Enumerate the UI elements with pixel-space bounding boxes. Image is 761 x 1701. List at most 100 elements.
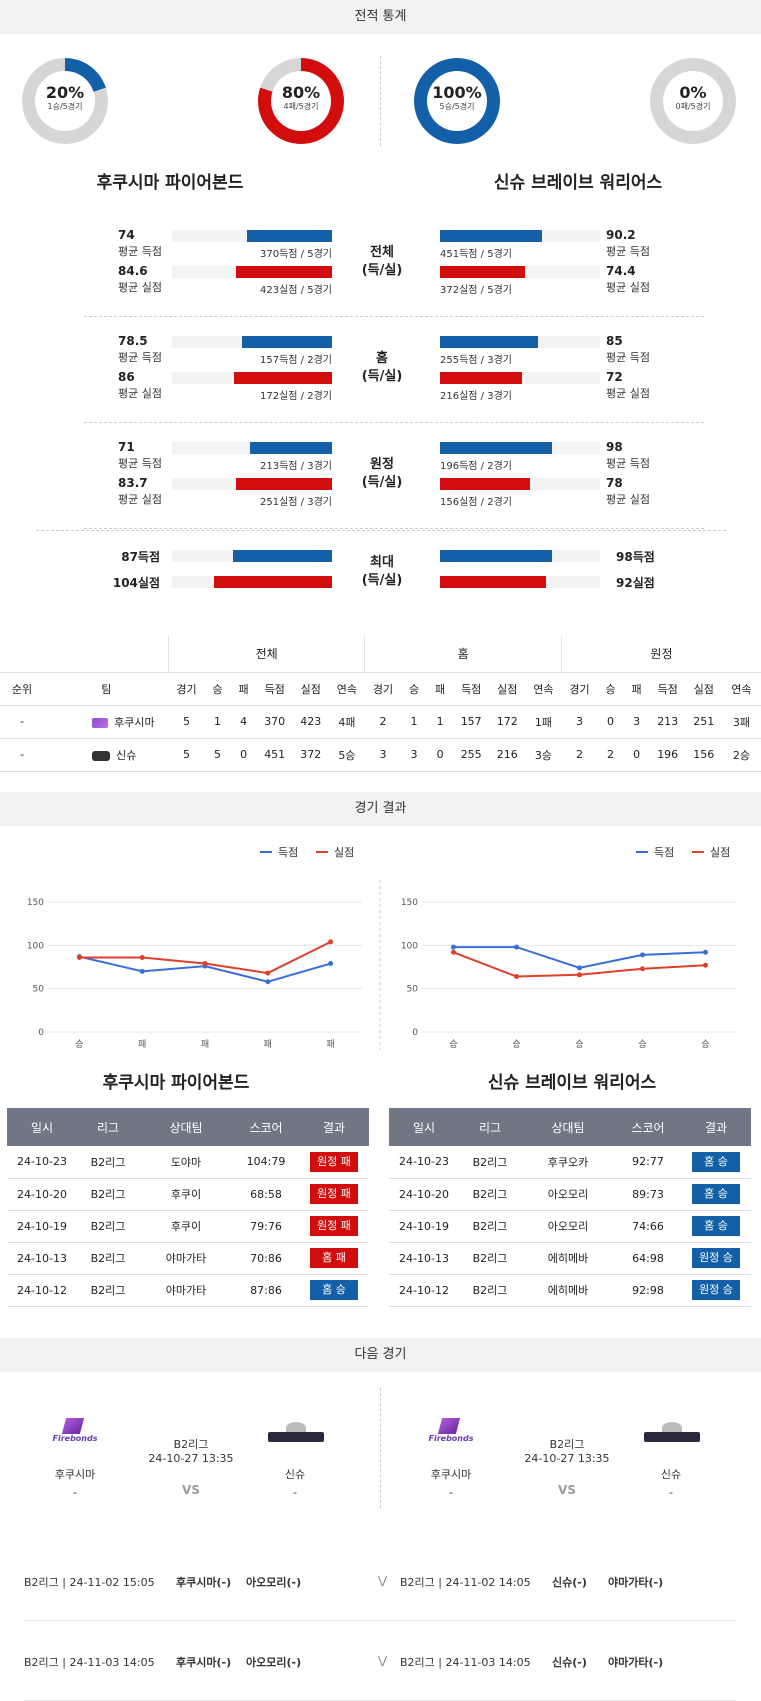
stat-bar-right — [440, 372, 522, 384]
standings-header: 패 — [427, 672, 454, 706]
results-cell: 87:86 — [233, 1274, 299, 1307]
results-cell: 도야마 — [139, 1146, 233, 1179]
results-cell: 24-10-23 — [389, 1146, 459, 1179]
donut-percent: 100% — [432, 83, 482, 102]
data-point — [640, 952, 645, 958]
standings-header: 실점 — [489, 672, 526, 706]
standings-header: 패 — [230, 672, 257, 706]
result-badge: 원정 패 — [310, 1184, 358, 1204]
max-value-left: 87득점 — [121, 550, 160, 564]
result-badge: 원정 승 — [692, 1280, 740, 1300]
data-point — [514, 974, 519, 980]
results-cell: 야마가타 — [139, 1274, 233, 1307]
standings-header: 득점 — [649, 672, 686, 706]
results-cell: B2리그 — [77, 1178, 139, 1211]
next-away-rank: - — [293, 1486, 297, 1499]
results-header: 결과 — [681, 1108, 751, 1146]
legend-label: 득점 — [278, 846, 298, 859]
win-rate-donut: 20% 1승/5경기 — [22, 58, 108, 144]
results-cell: 24-10-12 — [7, 1274, 77, 1307]
results-row: 24-10-13 B2리그 에히메바 64:98 원정 승 — [389, 1242, 751, 1275]
data-point — [76, 954, 82, 960]
results-header: 상대팀 — [139, 1108, 233, 1146]
standings-header: 연속 — [328, 672, 365, 706]
standings-cell: 0 — [230, 738, 257, 772]
upcoming-opp: 야마가타(-) — [608, 1656, 664, 1669]
standings-table: 전체 홈 원정 순위 팀 경기 승 패 득점 실점 연속 경기 승 패 득점 실점 연속 경기 승 패 득점 실점 연속 - 후… — [0, 636, 761, 772]
data-point — [139, 968, 145, 974]
donut-percent: 80% — [281, 83, 321, 102]
results-cell: 24-10-20 — [389, 1178, 459, 1211]
x-tick-label: 패 — [264, 1039, 272, 1050]
x-tick-label: 패 — [326, 1039, 334, 1050]
results-row: 24-10-19 B2리그 후쿠이 79:76 원정 패 — [7, 1210, 369, 1243]
results-header: 결과 — [299, 1108, 369, 1146]
x-tick-label: 승 — [449, 1039, 457, 1050]
stat-label-left: 평균 득점 — [118, 457, 162, 470]
stat-value-left: 78.5 — [118, 334, 148, 348]
data-point — [328, 939, 334, 945]
donut-sub: 4패/5경기 — [283, 102, 319, 111]
stat-bar-text-right: 451득점 / 5경기 — [440, 249, 512, 260]
home-team-logo: Firebonds — [50, 1418, 100, 1450]
stat-bar-text-right: 196득점 / 2경기 — [440, 461, 512, 472]
standings-cell: 4 — [230, 705, 257, 739]
stat-value-right: 85 — [606, 334, 623, 348]
results-row: 24-10-12 B2리그 에히메바 92:98 원정 승 — [389, 1274, 751, 1307]
stat-bar-text-left: 423실점 / 5경기 — [260, 285, 332, 296]
y-tick-label: 100 — [401, 941, 418, 951]
results-cell: 24-10-20 — [7, 1178, 77, 1211]
result-badge: 홈 승 — [692, 1216, 740, 1236]
upcoming-info: B2리그 | 24-11-03 14:05 — [400, 1656, 531, 1669]
stat-bar-text-left: 157득점 / 2경기 — [260, 355, 332, 366]
standings-cell: 3 — [623, 705, 650, 739]
data-point — [577, 965, 582, 971]
standings-cell: 2 — [364, 705, 402, 739]
x-tick-label: 승 — [701, 1039, 709, 1050]
results-row: 24-10-23 B2리그 후쿠오카 92:77 홈 승 — [389, 1146, 751, 1179]
y-tick-label: 50 — [407, 985, 419, 995]
standings-cell: - — [0, 738, 45, 772]
standings-header: 승 — [597, 672, 624, 706]
standings-cell: 1패 — [525, 705, 562, 739]
standings-header: 승 — [401, 672, 428, 706]
results-header: 스코어 — [615, 1108, 681, 1146]
divider — [84, 422, 704, 423]
standings-header: 실점 — [685, 672, 722, 706]
results-header: 리그 — [459, 1108, 521, 1146]
standings-cell: 3승 — [525, 738, 562, 772]
results-row: 24-10-20 B2리그 후쿠이 68:58 원정 패 — [7, 1178, 369, 1211]
standings-cell: 216 — [489, 738, 526, 772]
stat-label-right: 평균 득점 — [606, 457, 650, 470]
y-tick-label: 0 — [412, 1028, 418, 1038]
max-bar-left — [214, 576, 332, 588]
stat-category: 홈 (득/실) — [361, 351, 403, 384]
y-tick-label: 50 — [33, 985, 45, 995]
stat-value-right: 90.2 — [606, 228, 636, 242]
data-point — [202, 961, 208, 967]
stat-category: 전체 (득/실) — [361, 245, 403, 278]
standings-team: 후쿠시마 — [114, 715, 155, 729]
standings-cell: 423 — [292, 705, 329, 739]
results-cell: 야마가타 — [139, 1242, 233, 1275]
standings-cell: 1 — [427, 705, 454, 739]
max-value-right: 98득점 — [616, 550, 655, 564]
stat-bar-text-right: 372실점 / 5경기 — [440, 285, 512, 296]
data-point — [703, 949, 708, 955]
results-row: 24-10-23 B2리그 도야마 104:79 원정 패 — [7, 1146, 369, 1179]
standings-header: 연속 — [721, 672, 761, 706]
next-away-name: 신슈 — [284, 1468, 306, 1481]
max-value-left: 104실점 — [112, 576, 160, 590]
legend-label: 득점 — [654, 846, 674, 859]
upcoming-info: B2리그 | 24-11-03 14:05 — [24, 1656, 155, 1669]
standings-cell: 0 — [427, 738, 454, 772]
stat-bar-left — [236, 478, 332, 490]
donut-sub: 1승/5경기 — [47, 102, 83, 111]
results-cell: 24-10-19 — [389, 1210, 459, 1243]
results-cell: 24-10-23 — [7, 1146, 77, 1179]
results-cell: B2리그 — [77, 1210, 139, 1243]
standings-cell: 172 — [489, 705, 526, 739]
upcoming-team: 신슈(-) — [552, 1576, 587, 1589]
standings-header: 순위 — [0, 672, 45, 706]
standings-cell: 4패 — [328, 705, 365, 739]
